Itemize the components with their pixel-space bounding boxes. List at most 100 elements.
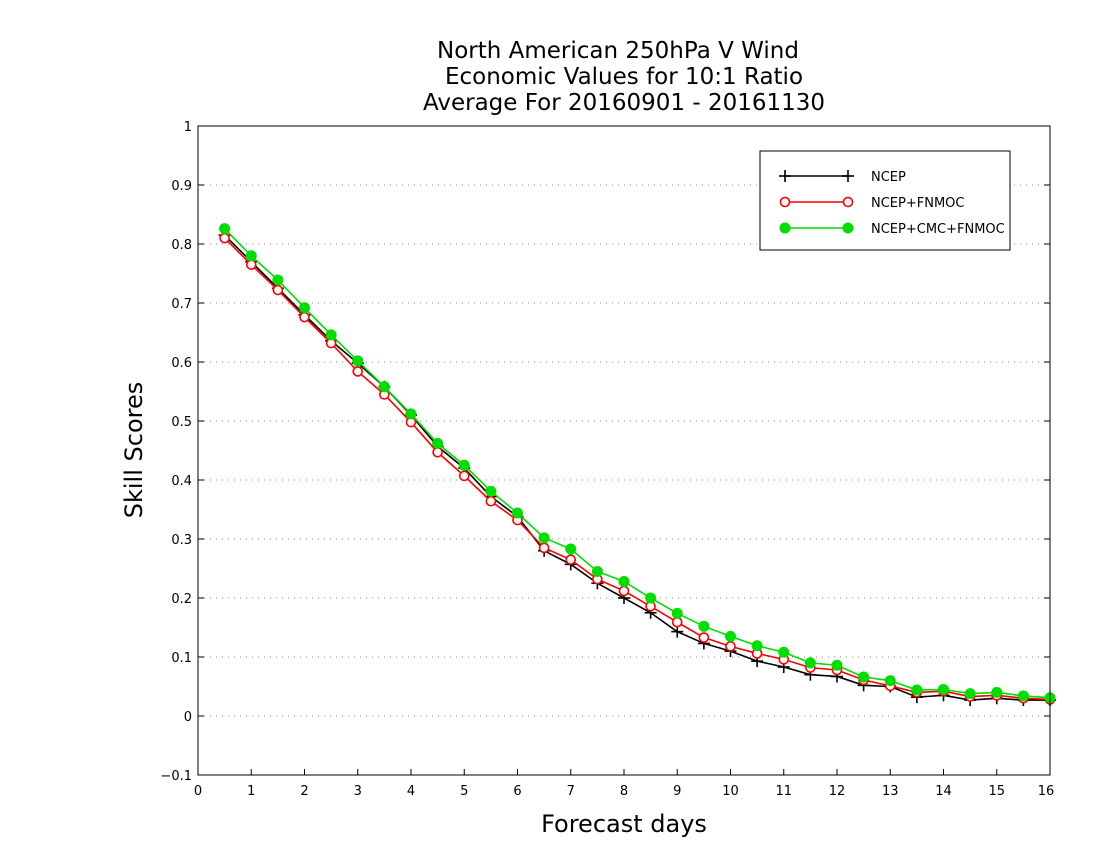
data-point-filled-circle xyxy=(858,671,870,683)
y-tick-label: 1 xyxy=(184,120,192,135)
data-point-filled-circle xyxy=(512,507,523,519)
legend-label: NCEP+CMC+FNMOC xyxy=(871,222,1005,237)
y-axis-label: Skill Scores xyxy=(120,382,148,519)
data-point-open-circle xyxy=(538,542,550,554)
data-point-open-circle xyxy=(432,446,443,458)
y-tick-label: −0.1 xyxy=(160,769,192,784)
data-point-filled-circle xyxy=(565,543,577,555)
x-tick-label: 7 xyxy=(567,784,575,799)
data-point-filled-circle xyxy=(938,683,949,695)
data-point-filled-circle xyxy=(405,408,417,420)
legend-label: NCEP+FNMOC xyxy=(871,196,964,211)
y-tick-label: 0.5 xyxy=(171,415,192,430)
data-point-filled-circle xyxy=(485,485,497,497)
x-tick-label: 14 xyxy=(935,784,952,799)
data-point-filled-circle xyxy=(325,329,337,341)
x-tick-label: 2 xyxy=(300,784,308,799)
x-tick-label: 8 xyxy=(620,784,628,799)
y-tick-label: 0.2 xyxy=(171,592,192,607)
data-point-filled-circle xyxy=(725,630,736,642)
data-point-filled-circle xyxy=(831,659,843,671)
x-tick-label: 4 xyxy=(407,784,415,799)
data-point-open-circle xyxy=(618,585,630,597)
data-point-filled-circle xyxy=(671,607,683,619)
data-point-filled-circle xyxy=(804,657,816,669)
x-axis-label: Forecast days xyxy=(541,810,707,838)
y-tick-label: 0.9 xyxy=(171,179,192,194)
data-point-plus xyxy=(671,625,684,638)
x-tick-label: 13 xyxy=(882,784,899,799)
data-point-open-circle xyxy=(272,284,284,296)
x-tick-label: 5 xyxy=(460,784,468,799)
y-tick-label: 0.8 xyxy=(171,238,192,253)
data-point-filled-circle xyxy=(378,381,390,393)
legend-item: NCEP xyxy=(779,170,906,185)
data-point-open-circle xyxy=(352,366,364,377)
data-point-open-circle xyxy=(458,470,470,482)
chart-title-line-2: Economic Values for 10:1 Ratio xyxy=(445,64,803,90)
data-point-open-circle xyxy=(245,259,257,270)
data-point-open-circle xyxy=(671,616,683,628)
data-point-open-circle xyxy=(842,196,854,208)
data-point-filled-circle xyxy=(911,684,923,696)
chart-title-line-1: North American 250hPa V Wind xyxy=(437,38,799,64)
data-point-filled-circle xyxy=(778,646,790,658)
y-tick-label: 0.6 xyxy=(171,356,192,371)
y-axis-ticks: −0.1 0 0.1 0.2 0.3 0.4 0.5 0.6 0.7 0.8 0.9 1 xyxy=(160,120,1050,784)
x-axis-ticks: 0 1 2 3 4 5 6 7 8 9 10 11 12 13 14 15 16 xyxy=(194,769,1054,799)
data-point-filled-circle xyxy=(842,222,854,234)
y-tick-label: 0.7 xyxy=(171,297,192,312)
data-point-filled-circle xyxy=(352,355,364,367)
data-point-filled-circle xyxy=(458,459,470,471)
data-point-open-circle xyxy=(725,641,736,652)
series-layer xyxy=(218,223,1056,707)
x-tick-label: 3 xyxy=(354,784,362,799)
data-point-filled-circle xyxy=(299,302,310,314)
y-tick-label: 0.4 xyxy=(171,474,192,489)
x-tick-label: 9 xyxy=(673,784,681,799)
x-tick-label: 12 xyxy=(829,784,846,799)
data-point-filled-circle xyxy=(618,575,630,587)
data-point-filled-circle xyxy=(219,223,231,235)
y-tick-label: 0.1 xyxy=(171,651,192,666)
data-point-open-circle xyxy=(299,311,310,323)
data-point-open-circle xyxy=(485,495,497,507)
data-point-open-circle xyxy=(779,196,791,208)
data-point-filled-circle xyxy=(432,437,444,449)
data-point-filled-circle xyxy=(964,688,976,700)
data-point-filled-circle xyxy=(645,592,657,604)
legend-label: NCEP xyxy=(871,170,906,185)
legend: NCEP NCEP+FNMOC NCEP+CMC+FNMOC xyxy=(759,150,1011,251)
x-tick-label: 15 xyxy=(988,784,1005,799)
data-point-filled-circle xyxy=(698,620,710,632)
x-tick-label: 11 xyxy=(775,784,792,799)
data-point-filled-circle xyxy=(991,686,1003,698)
x-tick-label: 1 xyxy=(247,784,255,799)
data-point-filled-circle xyxy=(751,640,763,652)
x-tick-label: 10 xyxy=(722,784,739,799)
data-point-plus xyxy=(842,170,854,182)
data-point-filled-circle xyxy=(1017,690,1029,702)
chart-title-line-3: Average For 20160901 - 20161130 xyxy=(423,90,825,116)
data-point-filled-circle xyxy=(245,250,257,262)
data-point-open-circle xyxy=(219,232,230,244)
x-tick-label: 6 xyxy=(513,784,521,799)
data-point-filled-circle xyxy=(591,565,603,577)
legend-item: NCEP+CMC+FNMOC xyxy=(779,222,1005,237)
series-line xyxy=(224,234,1050,701)
y-tick-label: 0.3 xyxy=(171,533,192,548)
y-tick-label: 0 xyxy=(184,710,192,725)
data-point-open-circle xyxy=(698,632,710,643)
x-tick-label: 16 xyxy=(1038,784,1055,799)
data-point-filled-circle xyxy=(884,675,896,687)
data-point-open-circle xyxy=(565,554,577,565)
data-point-filled-circle xyxy=(538,532,550,544)
series-ncep-cmc-fnmoc xyxy=(219,223,1056,704)
x-tick-label: 0 xyxy=(194,784,202,799)
legend-box xyxy=(759,150,1011,251)
legend-item: NCEP+FNMOC xyxy=(779,196,964,211)
data-point-plus xyxy=(779,170,791,182)
data-point-filled-circle xyxy=(779,222,791,234)
